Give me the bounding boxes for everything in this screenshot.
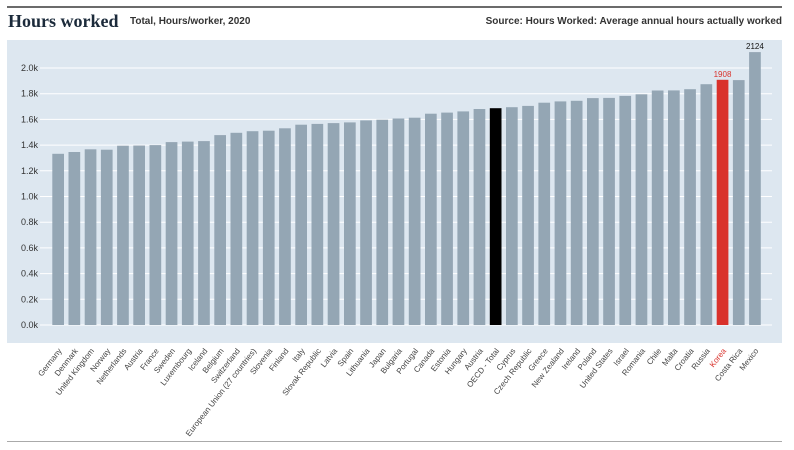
page-title: Hours worked [8,11,119,31]
bar-austria[interactable] [473,109,486,325]
bar-lithuania[interactable] [360,120,372,326]
y-tick-label: 0.0k [21,320,39,330]
bar-slovak-republic[interactable] [311,123,324,326]
bar-estonia[interactable] [441,112,453,325]
y-tick-label: 2.0k [21,63,39,73]
y-tick-label: 1.2k [21,166,39,176]
bar-spain[interactable] [344,122,356,326]
bar-poland[interactable] [587,98,599,325]
bar-european-union-27-countries[interactable] [246,131,259,325]
bar-bulgaria[interactable] [392,118,405,326]
y-tick-label: 1.0k [21,192,39,202]
bar-switzerland[interactable] [230,132,243,325]
y-tick-label: 1.4k [21,140,39,150]
bar-hungary[interactable] [457,111,470,326]
bar-chile[interactable] [651,90,664,326]
bar-denmark[interactable] [68,152,81,325]
bar-united-states[interactable] [603,97,615,326]
bar-sweden[interactable] [165,142,178,325]
bar-romania[interactable] [635,94,648,325]
bar-iceland[interactable] [198,141,210,325]
y-axis: 0.0k 0.2k 0.4k 0.6k 0.8k 1.0k 1.2k 1.4k 1.6k 1.8k… [21,63,39,330]
y-tick-label: 0.2k [21,294,39,304]
bar-costa-rica[interactable] [732,80,745,325]
bar-czech-republic[interactable] [522,105,534,326]
x-tick-label: Russia [690,346,712,371]
y-tick-label: 0.8k [21,217,39,227]
bars: 1908 2124 [52,42,764,326]
bar-cyprus[interactable] [506,107,518,325]
bar-luxembourg[interactable] [181,141,194,325]
bar-norway[interactable] [100,149,113,325]
chart-subtitle: Total, Hours/worker, 2020 [130,16,251,27]
bar-germany[interactable] [52,153,64,325]
bar-russia[interactable] [700,84,713,325]
y-tick-label: 0.6k [21,243,39,253]
bottom-rule [7,441,782,442]
bar-italy[interactable] [295,124,307,325]
y-tick-label: 1.6k [21,114,39,124]
bar-ireland[interactable] [570,100,583,325]
bar-austria[interactable] [133,145,145,326]
bar-israel[interactable] [619,95,632,326]
bar-united-kingdom[interactable] [84,149,97,325]
gridlines [40,67,772,326]
y-tick-label: 0.4k [21,269,39,279]
bar-canada[interactable] [425,113,437,325]
bar-slovenia[interactable] [262,130,275,325]
bar-korea[interactable] [716,79,729,325]
top-rule [7,6,782,8]
bar-netherlands[interactable] [117,145,129,325]
bar-croatia[interactable] [684,89,696,325]
source-note: Source: Hours Worked: Average annual hou… [485,16,782,27]
bar-latvia[interactable] [327,123,340,325]
bar-oecd-total[interactable] [489,108,502,325]
bar-japan[interactable] [376,119,389,325]
bar-portugal[interactable] [408,117,421,325]
bar-finland[interactable] [279,128,291,325]
y-tick-label: 1.8k [21,89,39,99]
data-label: 1908 [714,70,732,79]
bar-malta[interactable] [668,90,680,326]
bar-greece[interactable] [538,102,551,325]
x-tick-label: Latvia [319,346,340,369]
bar-belgium[interactable] [214,135,226,325]
bar-new-zealand[interactable] [554,101,567,326]
bar-france[interactable] [149,145,162,325]
data-label: 2124 [746,42,764,51]
bar-mexico[interactable] [749,52,761,325]
